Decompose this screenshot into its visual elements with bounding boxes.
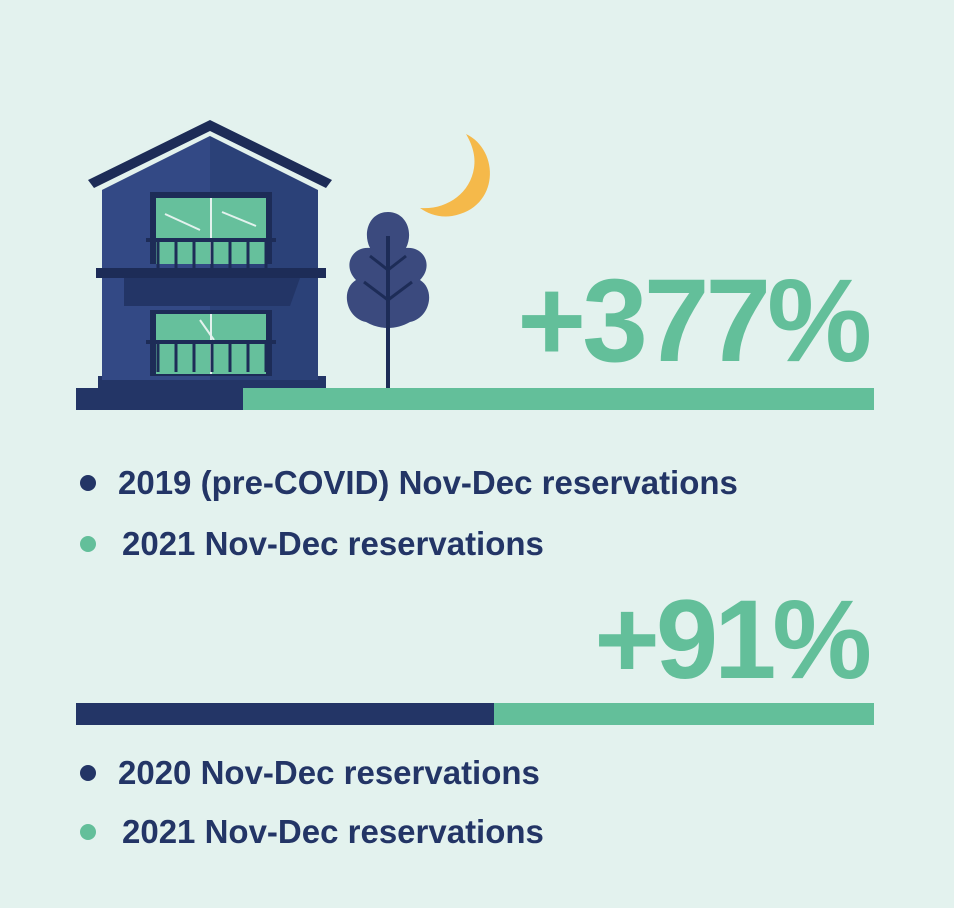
- house-icon: [76, 120, 332, 410]
- bar-segment-baseline: [76, 388, 243, 410]
- bar-segment-baseline: [76, 703, 494, 725]
- bar-segment-growth: [243, 388, 874, 410]
- headline-percent-1: +377%: [517, 255, 872, 387]
- legend-item: 2021 Nov-Dec reservations: [80, 522, 544, 566]
- bar-segment-growth: [494, 703, 874, 725]
- headline-percent-2: +91%: [594, 577, 872, 702]
- legend-label: 2021 Nov-Dec reservations: [122, 525, 544, 562]
- legend-dot-green-icon: [80, 536, 96, 552]
- legend-item: 2020 Nov-Dec reservations: [80, 751, 540, 795]
- legend-item: 2021 Nov-Dec reservations: [80, 810, 544, 854]
- legend-label: 2021 Nov-Dec reservations: [122, 813, 544, 850]
- tree-icon: [346, 212, 430, 388]
- legend-dot-green-icon: [80, 824, 96, 840]
- legend-label: 2020 Nov-Dec reservations: [118, 754, 540, 791]
- illustration: [76, 120, 490, 410]
- legend-label: 2019 (pre-COVID) Nov-Dec reservations: [118, 464, 738, 501]
- moon-icon: [420, 134, 490, 217]
- legend-item: 2019 (pre-COVID) Nov-Dec reservations: [80, 461, 738, 505]
- legend-dot-navy-icon: [80, 765, 96, 781]
- legend-dot-navy-icon: [80, 475, 96, 491]
